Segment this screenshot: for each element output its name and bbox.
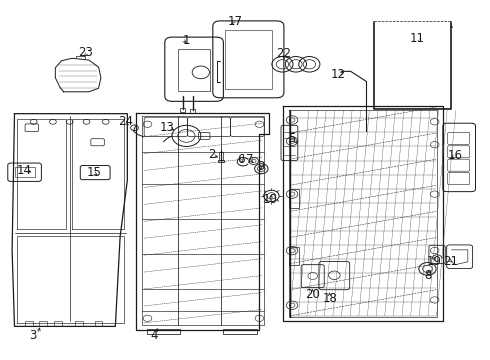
- Bar: [180, 108, 185, 112]
- Bar: [289, 189, 299, 208]
- Polygon shape: [283, 106, 443, 321]
- Text: 2: 2: [208, 148, 215, 161]
- Bar: [289, 247, 299, 265]
- Bar: [218, 159, 224, 162]
- Bar: [225, 30, 272, 89]
- Text: 21: 21: [443, 255, 458, 267]
- Text: 12: 12: [331, 68, 346, 81]
- Bar: [95, 321, 102, 326]
- Text: 4: 4: [150, 329, 157, 342]
- Bar: [75, 321, 83, 326]
- Text: 17: 17: [228, 15, 243, 28]
- Bar: [223, 329, 257, 334]
- Text: 24: 24: [119, 115, 133, 128]
- Text: 22: 22: [276, 47, 291, 60]
- Text: 3: 3: [29, 329, 36, 342]
- Polygon shape: [55, 58, 101, 92]
- Text: 11: 11: [410, 32, 424, 45]
- Bar: [54, 321, 62, 326]
- Polygon shape: [136, 113, 269, 330]
- Text: 20: 20: [305, 288, 319, 301]
- Bar: [15, 167, 35, 177]
- Bar: [76, 56, 85, 59]
- Text: 14: 14: [17, 164, 32, 177]
- Bar: [178, 49, 210, 91]
- Polygon shape: [12, 114, 127, 327]
- Text: 1: 1: [183, 34, 190, 47]
- Text: 19: 19: [426, 255, 441, 267]
- Text: 13: 13: [159, 121, 174, 134]
- Text: 7: 7: [246, 153, 253, 166]
- Text: 16: 16: [448, 149, 463, 162]
- Text: 6: 6: [238, 153, 245, 166]
- Bar: [25, 321, 33, 326]
- Bar: [219, 153, 223, 159]
- Text: 15: 15: [86, 166, 101, 179]
- Text: 23: 23: [78, 46, 93, 59]
- Text: 9: 9: [257, 160, 265, 173]
- Text: 5: 5: [289, 132, 296, 145]
- Bar: [147, 329, 180, 334]
- Bar: [40, 321, 47, 326]
- Text: 10: 10: [263, 193, 278, 206]
- Text: 8: 8: [425, 270, 432, 283]
- Text: 18: 18: [323, 292, 338, 305]
- Bar: [190, 109, 195, 113]
